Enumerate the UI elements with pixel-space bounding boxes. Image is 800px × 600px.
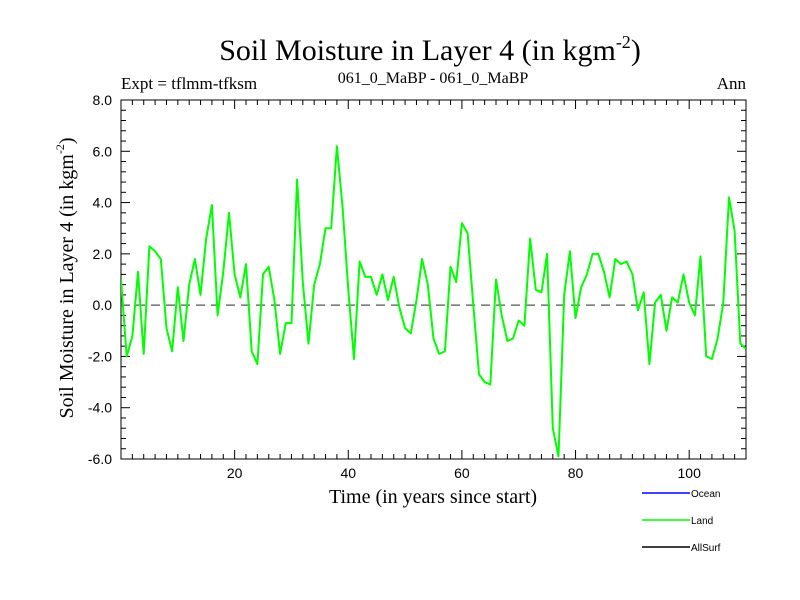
y-axis-label-main: Soil Moisture in Layer 4 (in kgm — [56, 154, 78, 419]
y-axis-label: Soil Moisture in Layer 4 (in kgm-2) — [53, 137, 78, 418]
chart-title-close: ) — [631, 34, 641, 67]
y-tick-label: 8.0 — [93, 92, 113, 108]
experiment-label: Expt = tflmm-tfksm — [121, 74, 257, 93]
y-tick-label: 2.0 — [93, 246, 113, 262]
x-tick-label: 60 — [454, 465, 470, 481]
period-label: 061_0_MaBP - 061_0_MaBP — [338, 70, 529, 87]
y-tick-label: -2.0 — [88, 348, 112, 364]
legend-label-land: Land — [691, 516, 713, 527]
y-axis-label-superscript: -2 — [53, 144, 67, 154]
plot-area: 20 40 60 80 100 -6.0 -4.0 -2.0 0.0 2.0 4.0 6.0 8.0 — [88, 92, 747, 481]
chart-title-main: Soil Moisture in Layer 4 (in kgm — [219, 34, 616, 67]
legend: Ocean Land AllSurf — [642, 489, 721, 554]
y-tick-label: 4.0 — [93, 195, 113, 211]
x-tick-label: 100 — [678, 465, 702, 481]
y-tick-label: 0.0 — [93, 297, 113, 313]
y-tick-label: -4.0 — [88, 400, 112, 416]
x-axis-label: Time (in years since start) — [329, 486, 537, 508]
chart-title-superscript: -2 — [616, 32, 631, 52]
x-tick-label: 40 — [340, 465, 356, 481]
y-axis-label-close: ) — [56, 137, 78, 144]
chart-title: Soil Moisture in Layer 4 (in kgm-2) — [219, 32, 641, 67]
y-tick-label: 6.0 — [93, 143, 113, 159]
legend-label-allsurf: AllSurf — [691, 543, 721, 554]
legend-label-ocean: Ocean — [691, 489, 720, 500]
season-label: Ann — [717, 74, 747, 93]
series-line-land — [121, 145, 746, 458]
x-tick-label: 80 — [568, 465, 584, 481]
x-tick-label: 20 — [227, 465, 243, 481]
y-tick-label: -6.0 — [88, 451, 112, 467]
